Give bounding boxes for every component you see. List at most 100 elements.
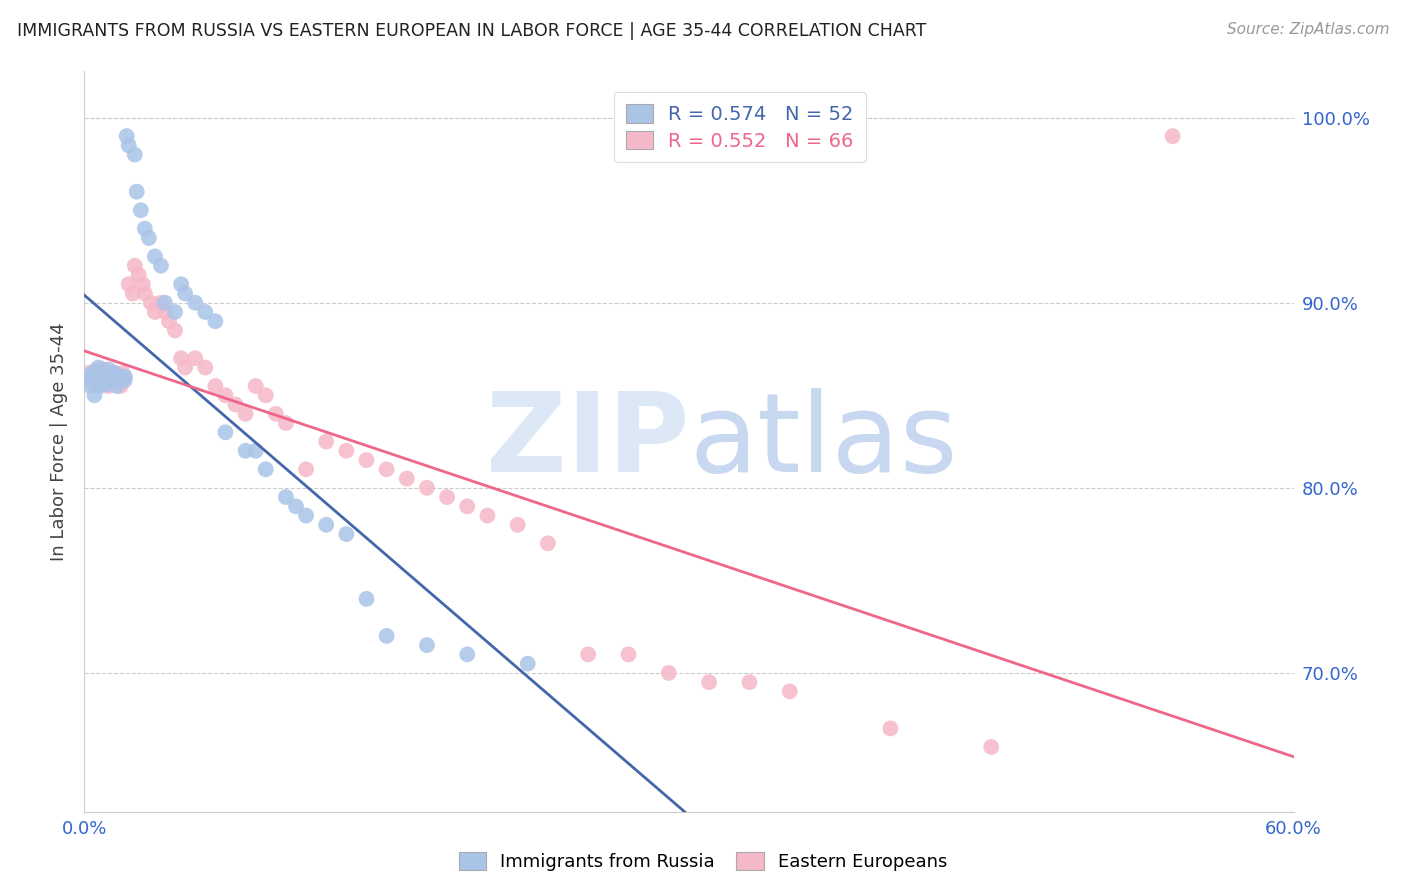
- Point: [174, 286, 197, 301]
- Point: [395, 471, 418, 485]
- Point: [134, 286, 156, 301]
- Point: [170, 351, 193, 366]
- Point: [456, 648, 478, 662]
- Point: [576, 648, 599, 662]
- Point: [245, 443, 267, 458]
- Point: [105, 374, 128, 388]
- Point: [165, 305, 187, 319]
- Point: [97, 362, 120, 376]
- Point: [89, 369, 111, 384]
- Point: [149, 259, 172, 273]
- Point: [89, 369, 111, 384]
- Text: atlas: atlas: [689, 388, 957, 495]
- Point: [104, 366, 127, 380]
- Point: [79, 379, 101, 393]
- Point: [143, 249, 166, 263]
- Point: [134, 221, 156, 235]
- Point: [225, 397, 247, 411]
- Point: [235, 407, 257, 421]
- Point: [82, 369, 104, 384]
- Point: [170, 277, 193, 292]
- Point: [264, 407, 287, 421]
- Point: [235, 443, 257, 458]
- Point: [157, 314, 180, 328]
- Point: [118, 138, 141, 153]
- Point: [537, 536, 560, 550]
- Point: [83, 376, 105, 390]
- Point: [356, 591, 378, 606]
- Point: [194, 305, 217, 319]
- Point: [506, 517, 529, 532]
- Point: [356, 453, 378, 467]
- Point: [416, 638, 439, 652]
- Point: [335, 527, 357, 541]
- Legend: R = 0.574   N = 52, R = 0.552   N = 66: R = 0.574 N = 52, R = 0.552 N = 66: [614, 92, 866, 162]
- Point: [115, 129, 138, 144]
- Point: [738, 675, 761, 690]
- Point: [86, 364, 108, 378]
- Text: ZIP: ZIP: [485, 388, 689, 495]
- Point: [879, 722, 901, 736]
- Point: [204, 379, 226, 393]
- Point: [274, 416, 297, 430]
- Point: [254, 462, 277, 476]
- Point: [658, 665, 681, 680]
- Point: [184, 351, 207, 366]
- Point: [114, 369, 136, 384]
- Point: [114, 369, 136, 384]
- Point: [105, 379, 128, 393]
- Point: [124, 259, 146, 273]
- Point: [104, 366, 127, 380]
- Point: [477, 508, 499, 523]
- Point: [110, 379, 132, 393]
- Point: [91, 374, 114, 388]
- Y-axis label: In Labor Force | Age 35-44: In Labor Force | Age 35-44: [51, 322, 69, 561]
- Point: [91, 362, 114, 376]
- Point: [93, 369, 115, 384]
- Point: [129, 203, 152, 218]
- Point: [87, 360, 110, 375]
- Point: [295, 462, 318, 476]
- Point: [79, 374, 101, 388]
- Point: [315, 434, 337, 449]
- Point: [174, 360, 197, 375]
- Point: [87, 377, 110, 392]
- Point: [375, 629, 398, 643]
- Point: [77, 369, 100, 384]
- Point: [254, 388, 277, 402]
- Point: [107, 369, 129, 384]
- Point: [96, 377, 118, 392]
- Point: [96, 366, 118, 380]
- Point: [245, 379, 267, 393]
- Point: [375, 462, 398, 476]
- Point: [139, 295, 162, 310]
- Point: [617, 648, 640, 662]
- Point: [132, 277, 155, 292]
- Point: [89, 379, 111, 393]
- Point: [87, 376, 110, 390]
- Point: [86, 374, 108, 388]
- Point: [274, 490, 297, 504]
- Point: [118, 277, 141, 292]
- Point: [149, 295, 172, 310]
- Point: [110, 369, 132, 384]
- Point: [285, 500, 308, 514]
- Point: [214, 425, 236, 440]
- Point: [83, 374, 105, 388]
- Point: [100, 374, 122, 388]
- Text: IMMIGRANTS FROM RUSSIA VS EASTERN EUROPEAN IN LABOR FORCE | AGE 35-44 CORRELATIO: IMMIGRANTS FROM RUSSIA VS EASTERN EUROPE…: [17, 22, 927, 40]
- Point: [315, 517, 337, 532]
- Point: [1161, 129, 1184, 144]
- Point: [456, 500, 478, 514]
- Point: [82, 366, 104, 380]
- Point: [93, 366, 115, 380]
- Point: [128, 268, 150, 282]
- Point: [83, 364, 105, 378]
- Point: [779, 684, 801, 698]
- Point: [87, 366, 110, 380]
- Point: [153, 305, 176, 319]
- Point: [184, 295, 207, 310]
- Point: [93, 374, 115, 388]
- Legend: Immigrants from Russia, Eastern Europeans: Immigrants from Russia, Eastern European…: [451, 846, 955, 879]
- Point: [204, 314, 226, 328]
